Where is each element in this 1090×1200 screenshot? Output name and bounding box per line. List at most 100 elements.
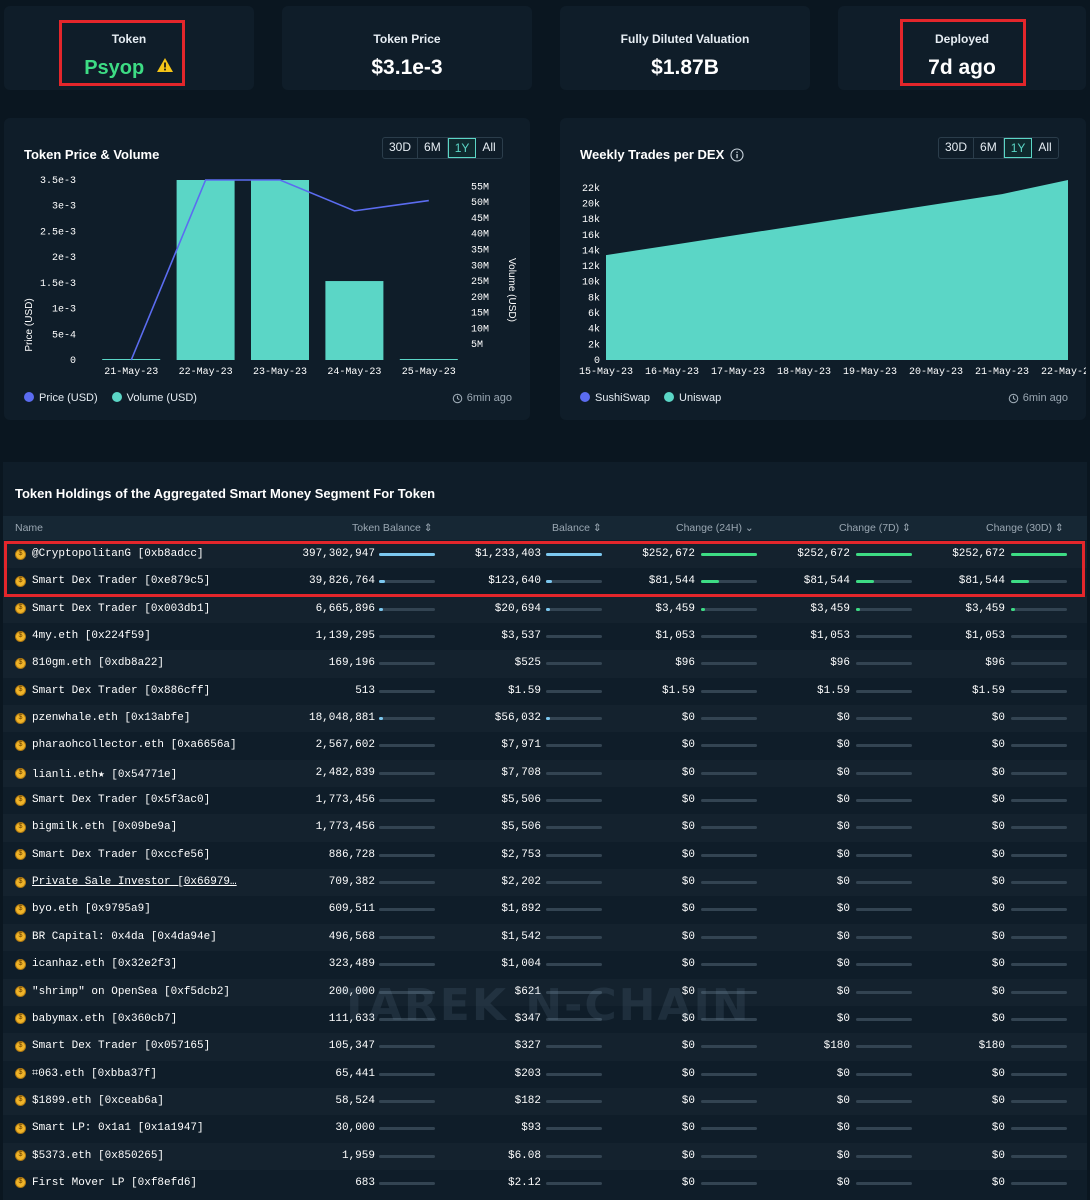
holder-label[interactable]: "shrimp" on OpenSea [0xf5dcb2] <box>32 985 231 998</box>
holder-name[interactable]: $ babymax.eth [0x360cb7] <box>15 1013 177 1025</box>
holder-name[interactable]: $ Smart Dex Trader [0xe879c5] <box>15 575 210 587</box>
holder-label[interactable]: bigmilk.eth [0x09be9a] <box>32 821 178 834</box>
col-token-balance[interactable]: Token Balance ⇕ <box>352 522 433 534</box>
change-30d-bar <box>1011 662 1067 666</box>
legend-price[interactable]: Price (USD) <box>24 392 98 404</box>
table-row[interactable]: $ $1899.eth [0xceab6a] 58,524 $182 $0 $0 $0 <box>3 1088 1087 1115</box>
holder-name[interactable]: $ lianli.eth★ [0x54771e] <box>15 767 177 781</box>
holder-label[interactable]: First Mover LP [0xf8efd6] <box>32 1176 198 1189</box>
holder-name[interactable]: $ Smart LP: 0x1a1 [0x1a1947] <box>15 1122 204 1134</box>
change-30d: $0 <box>991 876 1005 889</box>
table-row[interactable]: $ bigmilk.eth [0x09be9a] 1,773,456 $5,506 $0… <box>3 814 1087 841</box>
holder-name[interactable]: $ bigmilk.eth [0x09be9a] <box>15 821 177 833</box>
table-row[interactable]: $ byo.eth [0x9795a9] 609,511 $1,892 $0 $0 $0 <box>3 896 1087 923</box>
table-row[interactable]: $ Smart Dex Trader [0x5f3ac0] 1,773,456 $5,… <box>3 787 1087 814</box>
holder-label[interactable]: BR Capital: 0x4da [0x4da94e] <box>32 930 217 943</box>
holder-label[interactable]: byo.eth [0x9795a9] <box>32 903 151 916</box>
holder-name[interactable]: $ Smart Dex Trader [0xccfe56] <box>15 849 210 861</box>
table-row[interactable]: $ ⌗063.eth [0xbba37f] 65,441 $203 $0 $0 $0 <box>3 1061 1087 1088</box>
holder-name[interactable]: $ pharaohcollector.eth [0xa6656a] <box>15 739 237 751</box>
table-row[interactable]: $ pzenwhale.eth [0x13abfe] 18,048,881 $56,0… <box>3 705 1087 732</box>
table-row[interactable]: $ $5373.eth [0x850265] 1,959 $6.08 $0 $0 $0 <box>3 1143 1087 1170</box>
table-row[interactable]: $ lianli.eth★ [0x54771e] 2,482,839 $7,708 $0… <box>3 760 1087 787</box>
range-1y[interactable]: 1Y <box>1003 138 1033 158</box>
table-row[interactable]: $ "shrimp" on OpenSea [0xf5dcb2] 200,000 $6… <box>3 979 1087 1006</box>
table-row[interactable]: $ Smart Dex Trader [0x003db1] 6,665,896 $20… <box>3 596 1087 623</box>
range-30d[interactable]: 30D <box>939 138 975 158</box>
holder-label[interactable]: Smart Dex Trader [0xccfe56] <box>32 848 211 861</box>
table-row[interactable]: $ @CryptopolitanG [0xb8adcc] 397,302,947 $1… <box>3 541 1087 568</box>
holder-name[interactable]: $ Smart Dex Trader [0x5f3ac0] <box>15 794 210 806</box>
table-row[interactable]: $ pharaohcollector.eth [0xa6656a] 2,567,60… <box>3 732 1087 759</box>
change-30d-bar <box>1011 1099 1067 1103</box>
table-row[interactable]: $ babymax.eth [0x360cb7] 111,633 $347 $0 $0 $0 <box>3 1006 1087 1033</box>
range-6m[interactable]: 6M <box>418 138 448 158</box>
table-row[interactable]: $ Smart Dex Trader [0x057165] 105,347 $327 $… <box>3 1033 1087 1060</box>
volume-axis-title: Volume (USD) <box>506 258 517 322</box>
range-all[interactable]: All <box>482 140 496 154</box>
holder-label[interactable]: Smart Dex Trader [0x886cff] <box>32 684 211 697</box>
col-name[interactable]: Name <box>15 522 44 534</box>
holder-name[interactable]: $ "shrimp" on OpenSea [0xf5dcb2] <box>15 986 230 998</box>
holder-label[interactable]: lianli.eth★ [0x54771e] <box>32 768 178 781</box>
holder-name[interactable]: $ First Mover LP [0xf8efd6] <box>15 1177 197 1189</box>
col-change-30d[interactable]: Change (30D) ⇕ <box>986 522 1064 534</box>
holder-label[interactable]: 810gm.eth [0xdb8a22] <box>32 657 165 670</box>
holder-name[interactable]: $ @CryptopolitanG [0xb8adcc] <box>15 548 204 560</box>
kpi-token-value[interactable]: Psyop <box>4 56 254 80</box>
holder-label[interactable]: ⌗063.eth [0xbba37f] <box>32 1067 158 1080</box>
change-7d-bar <box>856 1017 912 1021</box>
token-name[interactable]: Psyop <box>84 57 145 79</box>
holder-name[interactable]: $ Smart Dex Trader [0x886cff] <box>15 685 210 697</box>
col-change-24h[interactable]: Change (24H) ⌄ <box>676 522 754 534</box>
holder-label[interactable]: Smart LP: 0x1a1 [0x1a1947] <box>32 1122 204 1135</box>
holder-label[interactable]: Smart Dex Trader [0x057165] <box>32 1040 211 1053</box>
col-balance[interactable]: Balance ⇕ <box>552 522 602 534</box>
holder-label[interactable]: 4my.eth [0x224f59] <box>32 630 151 643</box>
holder-name[interactable]: $ byo.eth [0x9795a9] <box>15 903 151 915</box>
holder-label[interactable]: icanhaz.eth [0x32e2f3] <box>32 958 178 971</box>
col-change-7d[interactable]: Change (7D) ⇕ <box>839 522 911 534</box>
holder-label[interactable]: @CryptopolitanG [0xb8adcc] <box>32 548 204 560</box>
legend-volume[interactable]: Volume (USD) <box>111 392 197 404</box>
holder-name[interactable]: $ pzenwhale.eth [0x13abfe] <box>15 712 190 724</box>
holder-name[interactable]: $810gm.eth [0xdb8a22] <box>15 657 164 669</box>
price-volume-range[interactable]: 30D 6M 1Y All <box>382 137 503 159</box>
holder-label[interactable]: $5373.eth [0x850265] <box>32 1149 165 1162</box>
table-row[interactable]: $ Smart Dex Trader [0xe879c5] 39,826,764 $1… <box>3 568 1087 595</box>
range-all[interactable]: All <box>1038 140 1052 154</box>
legend-uniswap[interactable]: Uniswap <box>664 392 721 404</box>
holder-name[interactable]: $ Smart Dex Trader [0x057165] <box>15 1040 210 1052</box>
table-row[interactable]: $ Smart Dex Trader [0x886cff] 513 $1.59 $1.5… <box>3 678 1087 705</box>
holder-name[interactable]: $ ⌗063.eth [0xbba37f] <box>15 1068 157 1080</box>
holder-name[interactable]: $ BR Capital: 0x4da [0x4da94e] <box>15 931 217 943</box>
table-row[interactable]: $ icanhaz.eth [0x32e2f3] 323,489 $1,004 $0 $0… <box>3 951 1087 978</box>
table-row[interactable]: $4my.eth [0x224f59] 1,139,295 $3,537 $1,053… <box>3 623 1087 650</box>
holder-name[interactable]: $ $1899.eth [0xceab6a] <box>15 1095 164 1107</box>
holder-name[interactable]: $ $5373.eth [0x850265] <box>15 1150 164 1162</box>
holder-label[interactable]: Smart Dex Trader [0xe879c5] <box>32 575 211 588</box>
table-row[interactable]: $ Smart Dex Trader [0xccfe56] 886,728 $2,75… <box>3 842 1087 869</box>
holder-label[interactable]: $1899.eth [0xceab6a] <box>32 1094 165 1107</box>
table-row[interactable]: $ Private Sale Investor [0x66979… 709,382 $… <box>3 869 1087 896</box>
holder-label[interactable]: Smart Dex Trader [0x5f3ac0] <box>32 794 211 807</box>
holder-name[interactable]: $ Smart Dex Trader [0x003db1] <box>15 603 210 615</box>
range-30d[interactable]: 30D <box>383 138 419 158</box>
table-row[interactable]: $810gm.eth [0xdb8a22] 169,196 $525 $96 $96 $9… <box>3 650 1087 677</box>
holder-name[interactable]: $4my.eth [0x224f59] <box>15 630 151 642</box>
table-row[interactable]: $ First Mover LP [0xf8efd6] 683 $2.12 $0 $0 $0 <box>3 1170 1087 1197</box>
price-volume-title: Token Price & Volume <box>24 147 160 162</box>
table-row[interactable]: $ BR Capital: 0x4da [0x4da94e] 496,568 $1,5… <box>3 924 1087 951</box>
holder-label[interactable]: Smart Dex Trader [0x003db1] <box>32 602 211 615</box>
table-row[interactable]: $ Smart LP: 0x1a1 [0x1a1947] 30,000 $93 $0 $0… <box>3 1115 1087 1142</box>
holder-label[interactable]: Private Sale Investor [0x66979… <box>32 876 237 889</box>
holder-name[interactable]: $ Private Sale Investor [0x66979… <box>15 876 237 888</box>
holder-label[interactable]: babymax.eth [0x360cb7] <box>32 1012 178 1025</box>
holder-label[interactable]: pzenwhale.eth [0x13abfe] <box>32 712 191 725</box>
legend-sushiswap[interactable]: SushiSwap <box>580 392 650 404</box>
dex-trades-range[interactable]: 30D 6M 1Y All <box>938 137 1059 159</box>
holder-name[interactable]: $ icanhaz.eth [0x32e2f3] <box>15 958 177 970</box>
holder-label[interactable]: pharaohcollector.eth [0xa6656a] <box>32 739 237 752</box>
range-6m[interactable]: 6M <box>974 138 1004 158</box>
range-1y[interactable]: 1Y <box>447 138 477 158</box>
